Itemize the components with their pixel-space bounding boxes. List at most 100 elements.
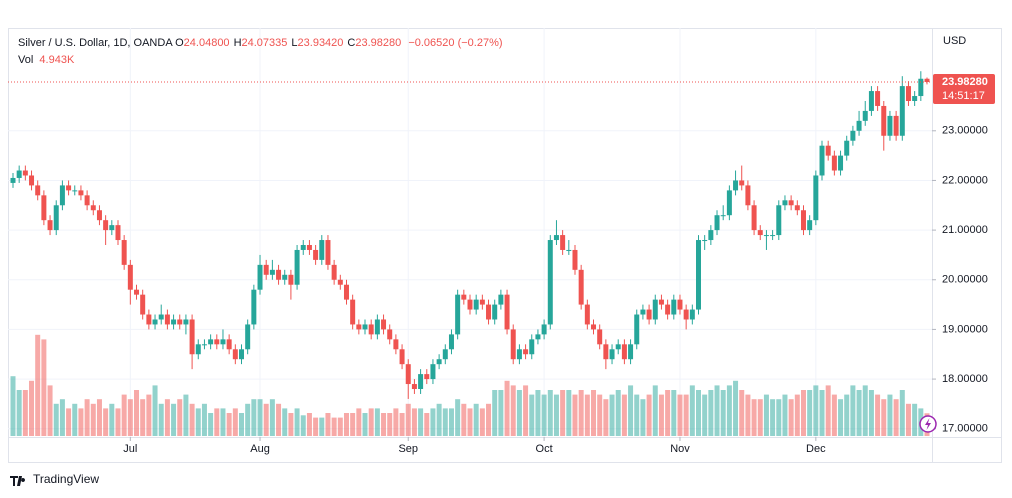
volume-bar (393, 408, 399, 436)
volume-bar (912, 403, 918, 436)
volume-bar (640, 399, 646, 436)
ohlc-key: C (347, 37, 356, 49)
volume-bar (726, 385, 732, 436)
candle-body (591, 324, 597, 330)
candle-body (405, 364, 411, 385)
volume-bar (35, 334, 41, 436)
volume-bar (529, 394, 535, 436)
volume-bar (887, 394, 893, 436)
volume-bar (547, 390, 553, 436)
ohlc-key: O (175, 37, 184, 49)
candle-body (72, 190, 78, 192)
brand-logo (10, 476, 26, 486)
volume-bar (800, 390, 806, 436)
ohlc-key: L (291, 37, 298, 49)
volume-bar (603, 399, 609, 436)
y-tick-label: 21.00000 (942, 224, 988, 236)
volume-bar (442, 408, 448, 436)
candle-body (486, 304, 492, 320)
volume-bar (461, 403, 467, 436)
candle-body (140, 294, 146, 315)
candle-body (152, 319, 158, 325)
volume-bar (66, 408, 72, 436)
candle-body (529, 339, 535, 355)
volume-bar (121, 394, 127, 436)
candle-body (535, 334, 541, 340)
volume-bar (195, 408, 201, 436)
volume-bar (245, 403, 251, 436)
volume-bar (844, 394, 850, 436)
volume-bar (770, 399, 776, 436)
branding[interactable]: TradingView (33, 472, 100, 486)
volume-bar (782, 394, 788, 436)
candle-body (418, 374, 424, 390)
volume-bar (362, 413, 368, 436)
candle-body (825, 145, 831, 156)
candle-body (232, 349, 238, 360)
volume-bar (158, 403, 164, 436)
change: −0.06520 (408, 37, 455, 49)
candle-body (282, 274, 288, 280)
volume-bar (615, 390, 621, 436)
candle-body (66, 185, 72, 191)
volume-bar (276, 403, 282, 436)
candle-body (214, 339, 220, 345)
candle-body (720, 215, 726, 217)
volume-bar (232, 408, 238, 436)
candle-body (603, 344, 609, 360)
candle-body (208, 339, 214, 345)
volume-bar (201, 403, 207, 436)
volume-bar (455, 399, 461, 436)
candle-body (702, 240, 708, 242)
volume-bar (90, 403, 96, 436)
candle-body (912, 96, 918, 101)
candle-body (473, 299, 479, 310)
candle-body (831, 155, 837, 171)
volume-bar (868, 390, 874, 436)
volume-bar (677, 394, 683, 436)
volume-bar (183, 394, 189, 436)
volume-bar (819, 390, 825, 436)
volume-bar (856, 390, 862, 436)
candle-body (516, 349, 522, 360)
x-tick-label: Jul (123, 443, 137, 455)
change-pct: (−0.27%) (457, 37, 503, 49)
volume-bar (652, 385, 658, 436)
candle-body (306, 245, 312, 250)
candle-body (461, 294, 467, 300)
candle-body (726, 190, 732, 216)
candle-body (319, 240, 325, 260)
volume-bar (763, 394, 769, 436)
volume-key: Vol (18, 54, 34, 66)
volume-bar (838, 399, 844, 436)
volume-bar (572, 394, 578, 436)
candle-body (628, 344, 634, 360)
candle-body (782, 200, 788, 206)
candle-body (53, 205, 59, 231)
lightning-icon (925, 418, 931, 430)
y-tick-label: 19.00000 (942, 323, 988, 335)
volume-bar (757, 399, 763, 436)
volume-bar (220, 408, 226, 436)
ohlc-value: 24.04800 (183, 37, 230, 49)
y-tick-label: 23.00000 (942, 125, 988, 137)
volume-bar (510, 385, 516, 436)
candle-body (609, 349, 615, 360)
candle-body (177, 319, 183, 325)
candle-body (251, 289, 257, 325)
candle-body (442, 349, 448, 360)
volume-bar (288, 413, 294, 436)
volume-bar (269, 399, 275, 436)
volume-bar (387, 413, 393, 436)
candle-body (337, 279, 343, 285)
volume-bar (448, 408, 454, 436)
volume-bar (671, 390, 677, 436)
candle-body (109, 225, 115, 231)
candle-body (189, 319, 195, 355)
candle-body (658, 299, 664, 305)
volume-bar (862, 385, 868, 436)
volume-bar (893, 399, 899, 436)
volume-bar (226, 413, 232, 436)
volume-bar (831, 394, 837, 436)
